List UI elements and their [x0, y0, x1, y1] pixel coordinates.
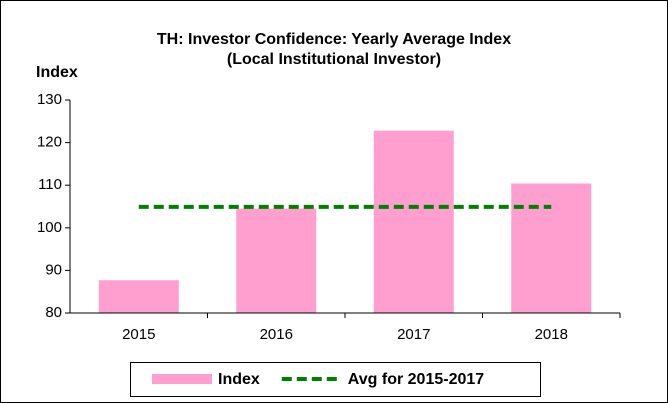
chart-subtitle: (Local Institutional Investor) — [227, 51, 441, 68]
y-tick-label: 90 — [45, 261, 62, 278]
y-tick-label: 110 — [38, 176, 62, 193]
bar — [511, 183, 592, 313]
chart-title: TH: Investor Confidence: Yearly Average … — [157, 31, 511, 48]
x-tick-label: 2015 — [122, 326, 155, 343]
y-tick-label: 100 — [37, 219, 62, 236]
x-tick-label: 2018 — [535, 326, 568, 343]
legend-label: Avg for 2015-2017 — [348, 371, 484, 388]
legend-swatch — [152, 374, 212, 384]
y-tick-label: 120 — [37, 134, 62, 151]
legend-label: Index — [218, 371, 260, 388]
bar — [373, 130, 454, 313]
y-tick-label: 80 — [45, 304, 62, 321]
y-tick-label: 130 — [37, 91, 62, 108]
y-axis-label: Index — [36, 64, 78, 81]
x-tick-label: 2017 — [397, 326, 430, 343]
bar — [98, 280, 179, 313]
bar — [236, 208, 317, 313]
x-tick-label: 2016 — [260, 326, 293, 343]
